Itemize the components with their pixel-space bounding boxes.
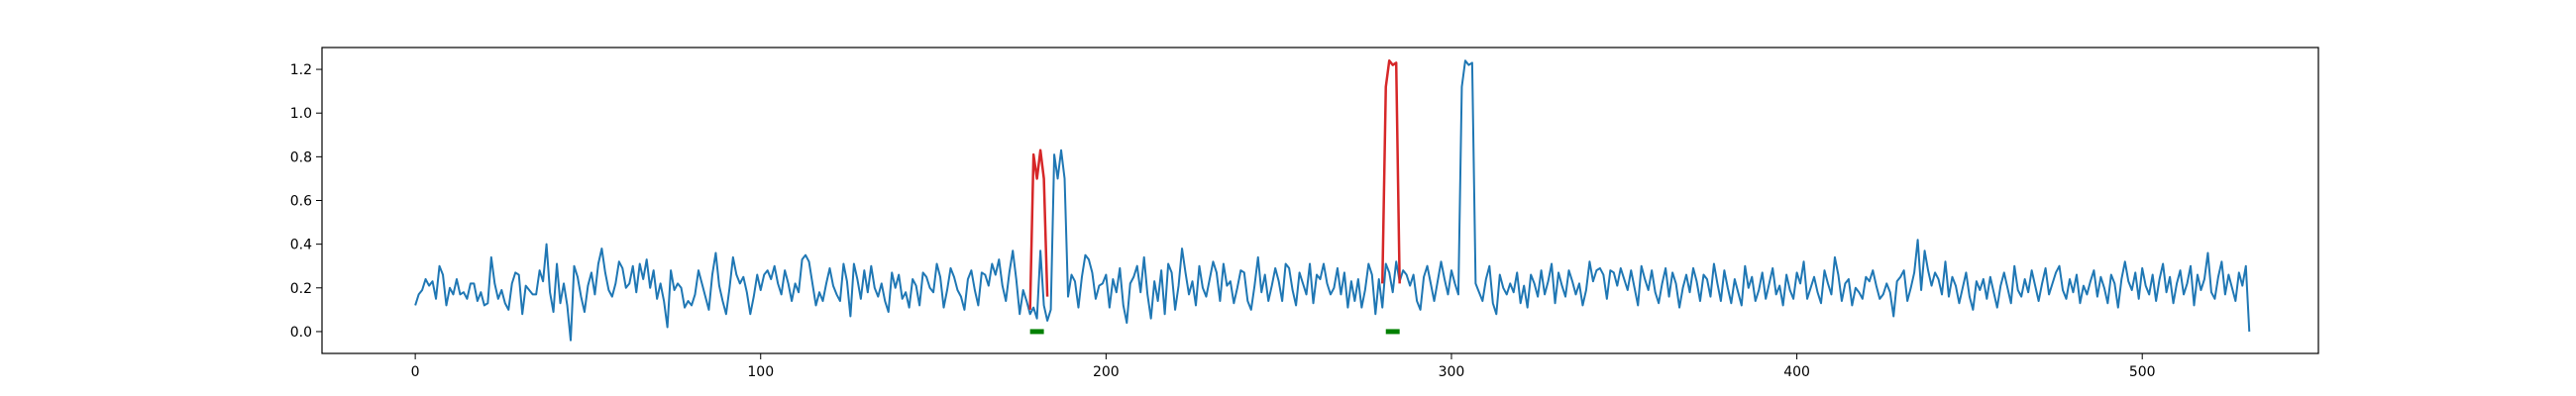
- y-tick-label: 0.4: [290, 238, 312, 253]
- y-tick-label: 0.6: [290, 194, 312, 210]
- x-tick-label: 300: [1439, 364, 1465, 380]
- y-tick-label: 0.2: [290, 281, 312, 297]
- y-tick-label: 1.2: [290, 62, 312, 78]
- series-line-red-segment: [1381, 58, 1401, 284]
- y-tick-label: 0.0: [290, 325, 312, 341]
- y-tick-label: 1.0: [290, 106, 312, 122]
- x-tick-label: 100: [747, 364, 774, 380]
- series-line-blue: [414, 59, 2251, 342]
- series-line-red-segment: [1028, 148, 1049, 310]
- x-tick-label: 400: [1783, 364, 1810, 380]
- y-tick-label: 0.8: [290, 149, 312, 165]
- y-axis: 0.0 0.2 0.4 0.6 0.8 1.0 1.2: [290, 62, 322, 341]
- x-tick-label: 0: [411, 364, 420, 380]
- x-tick-label: 200: [1093, 364, 1120, 380]
- x-tick-label: 500: [2129, 364, 2156, 380]
- x-axis: 0 100 200 300 400 500: [411, 353, 2156, 380]
- series-layer: [414, 58, 2251, 342]
- plot-area-frame: [321, 47, 2319, 354]
